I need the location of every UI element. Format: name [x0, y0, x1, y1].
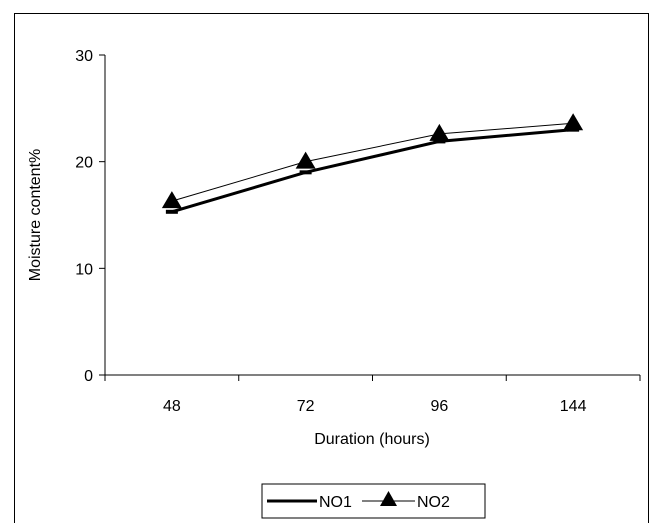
series-line-no2 [171, 122, 574, 202]
data-point-no2 [563, 113, 584, 131]
data-point-no1 [165, 209, 178, 214]
y-axis-label: Moisture content% [27, 149, 44, 282]
x-tick-label: 144 [560, 398, 587, 415]
data-point-no2 [429, 123, 450, 141]
legend-label-no2: NO2 [417, 494, 450, 511]
legend-marker-triangle [380, 491, 397, 506]
chart-frame [14, 13, 649, 523]
series-line-no1 [171, 128, 574, 214]
x-tick-label: 72 [297, 398, 315, 415]
legend-label-no1: NO1 [319, 494, 352, 511]
data-point-no1 [299, 170, 312, 175]
x-tick-label: 48 [163, 398, 181, 415]
legend: NO1 NO2 [261, 483, 486, 519]
x-axis-label: Duration (hours) [314, 431, 430, 448]
x-tick-label: 96 [430, 398, 448, 415]
data-point-no2 [295, 151, 316, 169]
y-tick-label: 20 [75, 155, 93, 172]
y-tick-label: 10 [75, 261, 93, 278]
y-tick-label: 30 [75, 48, 93, 65]
data-point-no2 [161, 191, 182, 209]
y-tick-label: 0 [84, 368, 93, 385]
data-point-no1 [433, 139, 446, 144]
